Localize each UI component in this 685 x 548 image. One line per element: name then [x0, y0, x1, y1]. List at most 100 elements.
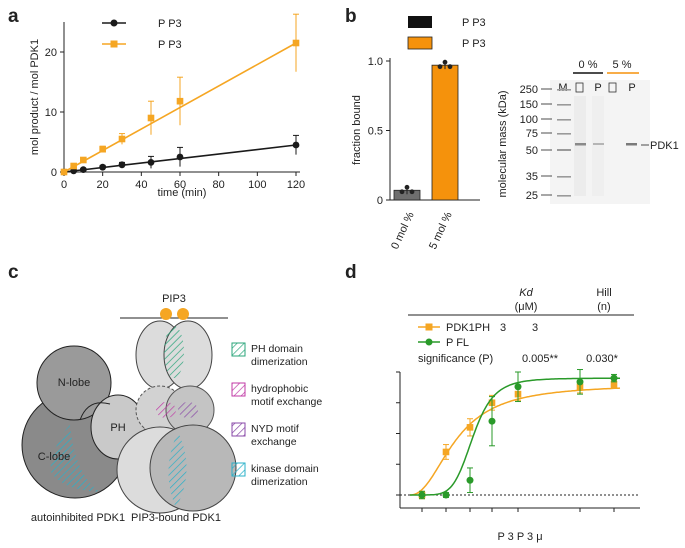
d-point-orange [466, 424, 474, 431]
a-point-orange [292, 39, 300, 47]
legend-c-swatch-0 [231, 342, 246, 357]
panel-c: c N-lobe PH C-lobe autoinhibited PDK1 PI… [8, 262, 322, 524]
b-bar [431, 64, 459, 201]
pip3-label: PIP3 [162, 293, 186, 305]
b-ytick-label: 1.0 [368, 56, 383, 68]
b-replicate-dot [447, 64, 453, 70]
a-xtick-label: 100 [248, 179, 266, 191]
a-point-orange [147, 114, 155, 122]
ladder-band [557, 104, 571, 106]
panel-d: d Kd (μM) Hill (n) PDK1PH 3 3 P FL signi… [345, 262, 640, 543]
d-row2-name: P FL [446, 337, 469, 349]
caption-pip3-bound: PIP3-bound PDK1 [131, 512, 221, 524]
ph-label: PH [110, 422, 125, 434]
panel-letter-c: c [8, 262, 19, 283]
axis-b-ylabel: fraction bound [351, 95, 363, 165]
d-row1-kd: 3 [500, 322, 506, 334]
b-replicate-dot [399, 189, 405, 195]
c-lobe-right [149, 424, 237, 512]
d-point-green [442, 491, 450, 499]
chart-d-series [409, 369, 621, 500]
panel-b: b P P3 P P3 0 0.5 1.0 fraction bound 0 mol… [345, 6, 679, 251]
b-replicate-dot [404, 184, 410, 190]
d-header-hill-unit: (n) [597, 301, 610, 313]
bar-b-label-0: 0 mol % [389, 210, 417, 251]
legend-label-2: P P3 [158, 39, 182, 51]
gel-marker-label: 150 [520, 99, 538, 111]
d-point-green [418, 491, 426, 499]
a-xtick-label: 80 [213, 179, 225, 191]
legend-label-1: P P3 [158, 18, 182, 30]
legend-b-label-2: P P3 [462, 38, 486, 50]
a-point-orange [80, 156, 87, 164]
a-point-black [79, 166, 87, 174]
gel-marker-label: 25 [526, 190, 538, 202]
d-point-green [514, 383, 522, 391]
legend-c-label-3a: kinase domain [251, 463, 319, 475]
legend-c-label-2b: exchange [251, 436, 297, 448]
hm-exchange-patch-1 [156, 402, 176, 418]
axis-b-ticks: 0 0.5 1.0 [368, 56, 390, 207]
a-xtick-label: 40 [135, 179, 147, 191]
d-header-hill: Hill [596, 287, 611, 299]
gel-markers: 250 150 100 75 50 35 25 [520, 84, 552, 202]
axis-a-ticks: 0 20 40 60 80 100 120 0 10 20 [45, 47, 305, 191]
a-point-black [99, 163, 107, 171]
gel-marker-label: 75 [526, 128, 538, 140]
a-point-orange [70, 162, 77, 170]
d-row1-name: PDK1PH [446, 322, 490, 334]
a-point-black [118, 161, 126, 169]
a-xtick-label: 120 [287, 179, 305, 191]
a-point-orange [118, 135, 126, 143]
bar-b-label-1: 5 mol % [427, 210, 455, 251]
pip3-bound-pdk1: PIP3 PIP3-bound PDK1 [116, 293, 237, 524]
gel-lane-box-1 [575, 82, 584, 93]
panel-letter-b: b [345, 6, 357, 27]
gel-band [593, 143, 604, 145]
d-point-orange [610, 381, 618, 388]
gel-lane-m: M [558, 82, 567, 94]
a-point-black [176, 153, 184, 161]
kinase-dimer-patch [50, 425, 100, 492]
gel-marker-label: 35 [526, 171, 538, 183]
d-sig-kd: 0.005** [522, 353, 559, 365]
gel-marker-label: 100 [520, 114, 538, 126]
linker-path [79, 402, 111, 421]
c-lobe-label: C-lobe [38, 451, 70, 463]
a-ytick-label: 20 [45, 47, 57, 59]
n-lobe-label: N-lobe [58, 377, 90, 389]
d-significance-label: significance (P) [418, 353, 493, 365]
a-xtick-label: 0 [61, 179, 67, 191]
gel-ylabel: molecular mass (kDa) [497, 91, 509, 198]
chart-b-bars [393, 59, 459, 201]
d-header-kd-unit: (μM) [515, 301, 538, 313]
gel-marker-label: 50 [526, 145, 538, 157]
n-lobe-shape [36, 345, 112, 421]
d-fit-curve [409, 387, 621, 496]
gel-lane-smear [574, 96, 586, 196]
panel-letter-d: d [345, 262, 357, 283]
legend-c-label-0b: dimerization [251, 356, 308, 368]
chart-a-series [60, 13, 300, 176]
legend-c-swatch-3 [231, 462, 246, 477]
legend-marker-black [110, 19, 118, 27]
legend-b-black [408, 16, 432, 28]
d-legend-marker-orange [425, 323, 433, 331]
a-ytick-label: 10 [45, 107, 57, 119]
ladder-band [557, 119, 571, 121]
d-point-green [488, 417, 496, 425]
legend-c: PH domain dimerization hydrophobic motif… [231, 342, 322, 488]
gel-band [575, 143, 586, 146]
a-point-black [147, 159, 155, 166]
gel-band [626, 143, 637, 146]
axis-d-xlabel: P 3 P 3 μ [497, 531, 542, 543]
ph-dimer-patch [164, 326, 184, 378]
legend-c-label-1a: hydrophobic [251, 383, 308, 395]
d-point-green [610, 374, 618, 382]
panel-a: a P P3 P P3 0 20 40 60 80 100 120 0 10 20 time (m… [8, 6, 305, 199]
legend-c-swatch-2 [231, 422, 246, 437]
panel-letter-a: a [8, 6, 19, 27]
gel-image: molecular mass (kDa) 250 150 100 75 50 35 25 M… [497, 59, 679, 204]
d-point-green [576, 378, 584, 386]
